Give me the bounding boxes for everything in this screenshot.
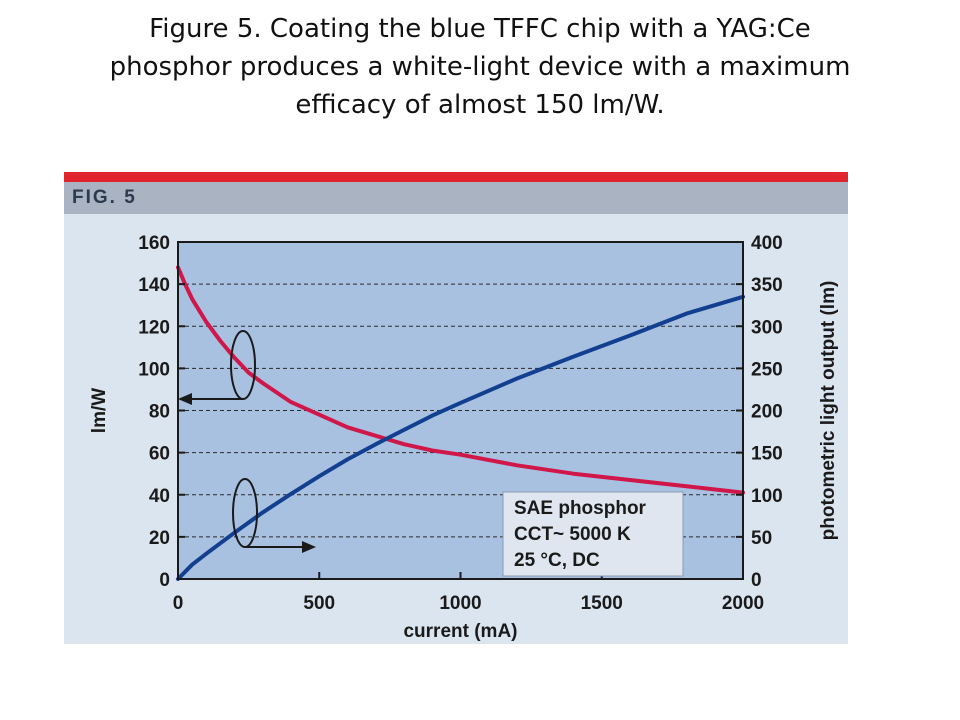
x-tick-label: 500	[303, 593, 335, 614]
figure-panel: FIG. 5 0 20 40 60 80 100 120 140 160 0 50 100 150 200…	[64, 172, 848, 644]
arrow-left-icon	[178, 393, 192, 405]
chart: 0 20 40 60 80 100 120 140 160 0 50 100 150 200 250 300 3…	[89, 233, 839, 642]
x-tick-label: 0	[173, 593, 184, 614]
y-tick-label: 60	[149, 444, 170, 465]
figure-caption: Figure 5. Coating the blue TFFC chip wit…	[40, 10, 920, 124]
y-tick-label: 20	[149, 528, 170, 549]
y2-tick-label: 0	[751, 570, 762, 591]
caption-line-1: Figure 5. Coating the blue TFFC chip wit…	[149, 14, 811, 44]
x-tick-label: 1500	[581, 593, 623, 614]
y2-tick-label: 150	[751, 444, 783, 465]
x-tick-label: 2000	[722, 593, 764, 614]
y2-tick-label: 350	[751, 275, 783, 296]
y2-tick-label: 250	[751, 359, 783, 380]
figure-red-bar	[64, 172, 848, 182]
y2-tick-label: 100	[751, 486, 783, 507]
y2-tick-label: 400	[751, 233, 783, 254]
caption-line-3: efficacy of almost 150 lm/W.	[295, 90, 665, 120]
y-tick-label: 120	[138, 317, 170, 338]
legend-text-line: CCT~ 5000 K	[514, 524, 631, 545]
y-tick-label: 160	[138, 233, 170, 254]
y-tick-label: 0	[159, 570, 170, 591]
y-tick-label: 80	[149, 402, 170, 423]
caption-line-2: phosphor produces a white-light device w…	[109, 52, 851, 82]
y2-tick-label: 300	[751, 317, 783, 338]
y-tick-label: 140	[138, 275, 170, 296]
y2-tick-label: 50	[751, 528, 772, 549]
y-tick-label: 40	[149, 486, 170, 507]
legend-text-line: SAE phosphor	[514, 498, 647, 519]
series-line-light-output	[176, 294, 745, 581]
x-axis-title: current (mA)	[403, 621, 517, 642]
legend-background	[502, 491, 684, 577]
arrow-right-icon	[302, 541, 316, 553]
legend-text-line: 25 °C, DC	[514, 550, 600, 571]
series-line-efficacy	[176, 265, 745, 495]
x-tick-label: 1000	[439, 593, 481, 614]
y-tick-label: 100	[138, 359, 170, 380]
legend-box: SAE phosphor CCT~ 5000 K 25 °C, DC	[502, 491, 684, 577]
figure-label: FIG. 5	[72, 187, 137, 208]
y2-axis-title: photometric light output (lm)	[818, 281, 839, 541]
y2-tick-label: 200	[751, 402, 783, 423]
figure-header-bar: FIG. 5	[64, 182, 848, 214]
y-axis-title: lm/W	[89, 388, 110, 433]
